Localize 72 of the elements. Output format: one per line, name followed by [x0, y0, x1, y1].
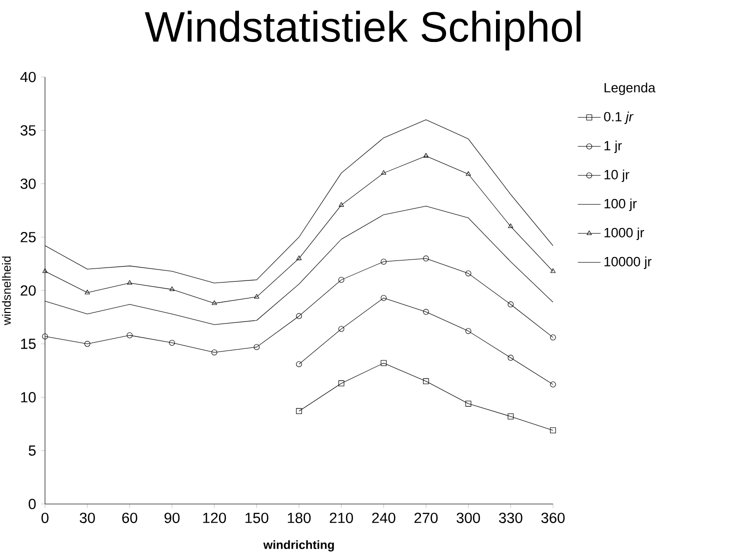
x-tick-label: 150 [246, 512, 268, 524]
point [296, 361, 302, 368]
point [126, 332, 133, 338]
y-tick-label: 5 [28, 446, 36, 456]
point [296, 408, 302, 414]
x-tick-label: 240 [372, 512, 396, 524]
point [42, 333, 48, 340]
point [84, 340, 90, 347]
y-tick-label: 10 [21, 392, 36, 402]
x-tick-label: 300 [456, 512, 480, 524]
point [465, 270, 472, 276]
y-tick-label: 35 [20, 125, 36, 136]
legend-label: 100 jr [604, 198, 637, 211]
legend-label: 1 jr [604, 140, 622, 154]
y-tick-label: 15 [21, 338, 36, 349]
y-tick-label: 25 [20, 232, 36, 242]
point [465, 400, 472, 407]
point [465, 328, 472, 334]
point [380, 258, 387, 265]
legend-label: 10000 jr [604, 256, 652, 269]
point [84, 290, 90, 294]
point [423, 153, 429, 158]
legend-label: 0.1 jr [604, 112, 634, 124]
legend-label: 1000 jr [604, 228, 644, 240]
y-tick-label: 30 [20, 178, 36, 189]
point [508, 354, 514, 361]
y-tick-label: 40 [20, 72, 36, 82]
point [550, 427, 556, 434]
y-tick-label: 0 [28, 498, 36, 510]
point [508, 301, 514, 308]
point [423, 378, 429, 384]
point [211, 349, 218, 356]
point [466, 171, 471, 176]
x-tick-label: 330 [498, 512, 522, 524]
y-tick-label: 20 [20, 285, 36, 296]
x-tick-label: 60 [122, 512, 138, 524]
point [254, 294, 260, 298]
point [550, 381, 556, 388]
point [338, 202, 344, 207]
point [127, 280, 132, 285]
legend-label: 10 jr [604, 170, 630, 182]
point [381, 170, 386, 175]
point [296, 256, 302, 260]
point [254, 344, 260, 350]
legend-title: Legenda [604, 82, 656, 96]
point [380, 295, 387, 301]
point [423, 308, 429, 315]
point [550, 268, 556, 273]
point [508, 224, 514, 228]
x-tick-label: 210 [330, 512, 353, 524]
point [380, 360, 387, 366]
point [169, 340, 175, 346]
point [508, 414, 514, 420]
point [296, 313, 302, 320]
chart-title: Windstatistiek Schiphol [144, 10, 580, 50]
x-tick-label: 270 [414, 512, 438, 524]
point [338, 276, 344, 283]
point [42, 268, 48, 273]
x-tick-label: 30 [80, 512, 95, 524]
point [423, 256, 429, 262]
x-axis-title: windrichting [263, 540, 334, 552]
point [338, 326, 344, 332]
x-tick-label: 0 [41, 512, 48, 524]
x-tick-label: 90 [164, 512, 180, 524]
point [550, 334, 556, 340]
x-tick-label: 360 [541, 512, 565, 524]
x-tick-label: 120 [203, 512, 226, 524]
point [338, 380, 344, 386]
y-axis-title: windsnelheid [2, 256, 11, 326]
x-tick-label: 180 [288, 512, 311, 524]
point [169, 286, 175, 292]
point [212, 300, 217, 305]
